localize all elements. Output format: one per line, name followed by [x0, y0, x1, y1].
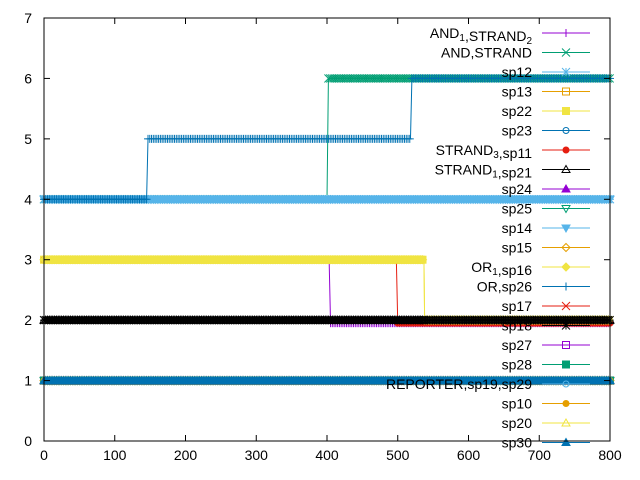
- series-layer: [39, 74, 615, 386]
